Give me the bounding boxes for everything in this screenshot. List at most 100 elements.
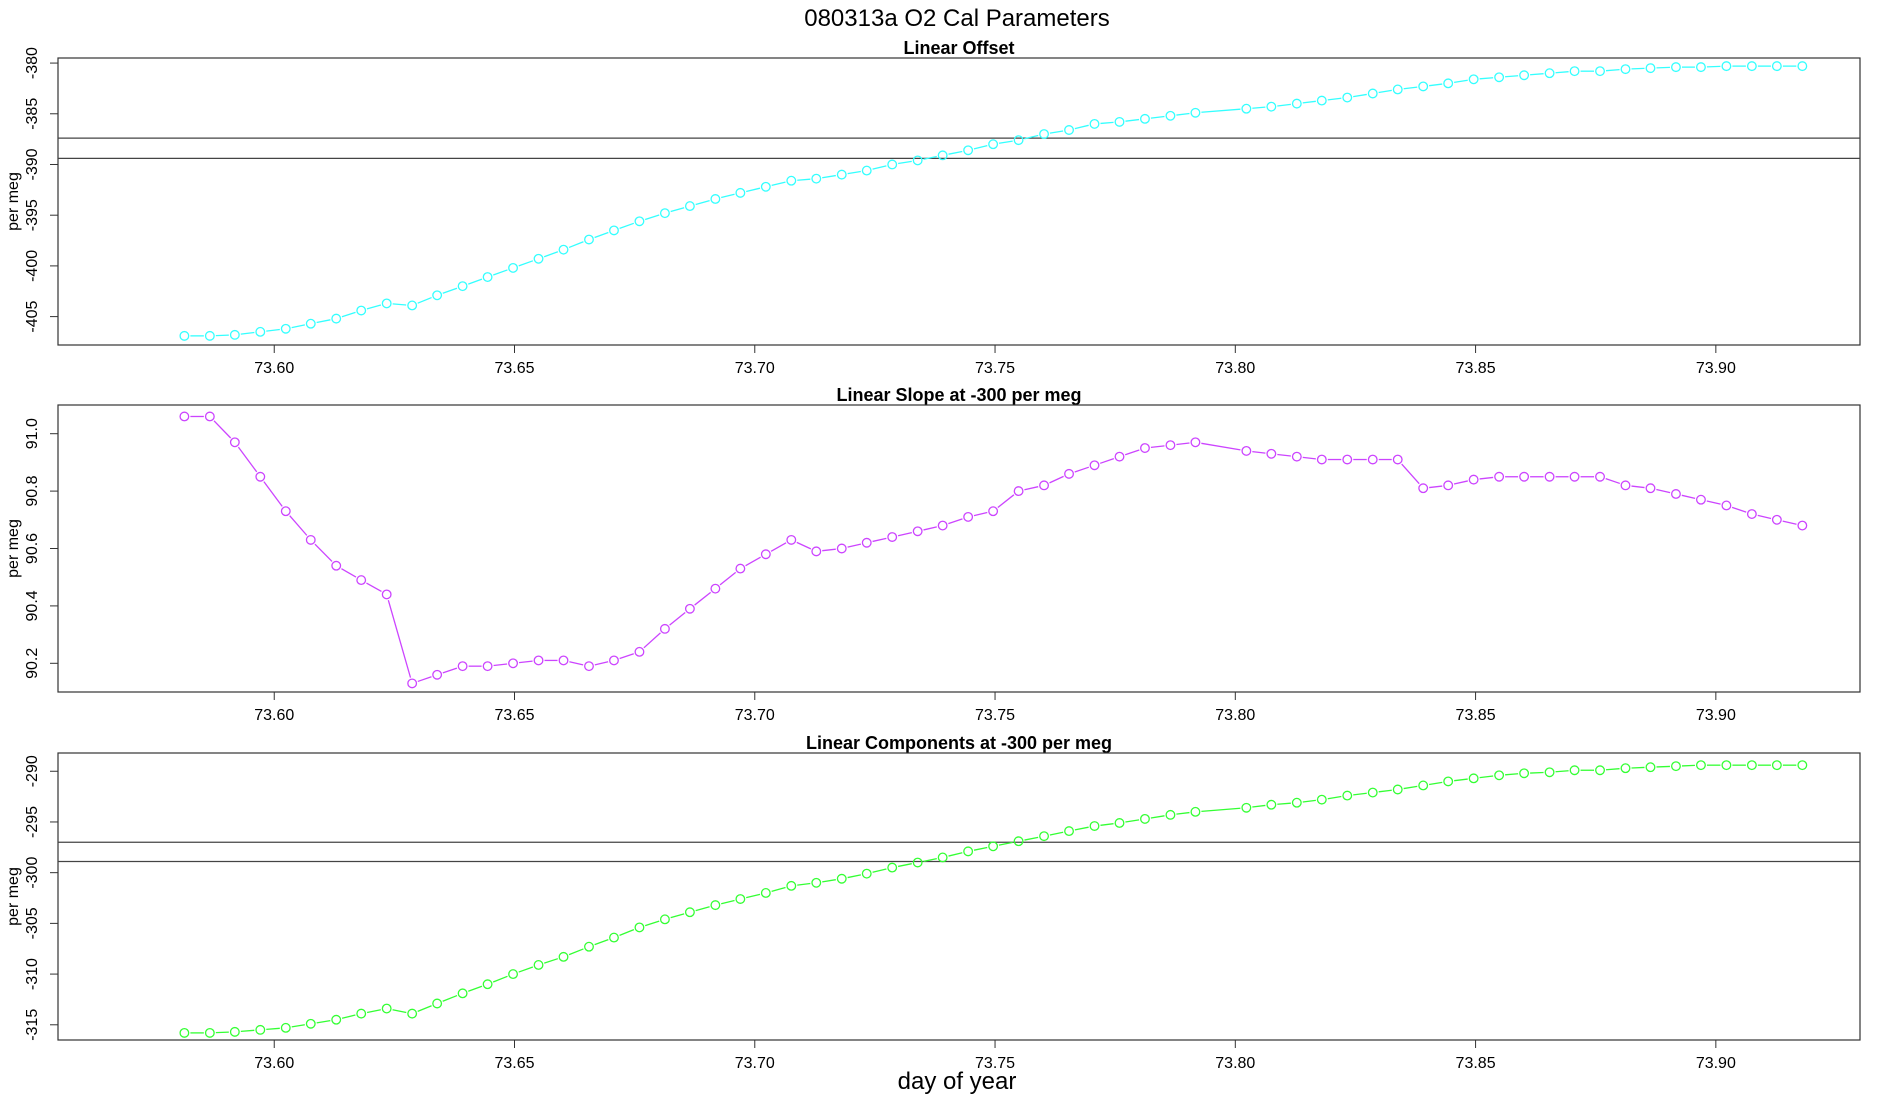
data-point	[659, 914, 670, 925]
data-point	[1114, 116, 1125, 127]
line-segment	[392, 303, 407, 306]
line-segment	[923, 858, 937, 862]
data-point	[710, 900, 721, 911]
line-segment	[719, 571, 737, 586]
data-point	[280, 1022, 291, 1033]
data-point	[482, 272, 493, 283]
data-point	[1241, 445, 1252, 456]
line-segment	[1252, 450, 1266, 454]
x-tick-label: 73.90	[1696, 707, 1736, 724]
data-point	[331, 1014, 342, 1025]
line-segment	[1074, 466, 1090, 473]
data-point	[1695, 760, 1706, 771]
line-segment	[923, 155, 937, 160]
data-point	[381, 1003, 392, 1014]
x-tick-label: 73.90	[1696, 1055, 1736, 1072]
data-point	[786, 175, 797, 186]
line-segment	[417, 1005, 432, 1012]
line-segment	[1681, 764, 1695, 767]
data-point	[659, 208, 670, 219]
line-segment	[746, 893, 761, 899]
data-point	[407, 300, 418, 311]
data-point	[1013, 486, 1024, 497]
data-point	[356, 1008, 367, 1019]
data-point	[1013, 836, 1024, 847]
data-point	[735, 187, 746, 198]
data-point	[1291, 797, 1302, 808]
line-segment	[1378, 89, 1392, 94]
line-segment	[1479, 775, 1494, 779]
line-segment	[643, 632, 661, 649]
data-point	[1392, 784, 1403, 795]
line-segment	[1656, 66, 1670, 69]
data-point	[1569, 765, 1580, 776]
data-point	[432, 290, 443, 301]
data-point	[1266, 448, 1277, 459]
y-tick-label: -380	[24, 47, 41, 79]
panel-title: Linear Slope at -300 per meg	[836, 385, 1081, 405]
line-segment	[1353, 792, 1367, 796]
data-point	[710, 194, 721, 204]
line-segment	[1530, 73, 1544, 76]
data-point	[1342, 92, 1353, 103]
data-point	[1443, 776, 1454, 787]
data-point	[1797, 760, 1808, 771]
line-segment	[1605, 768, 1620, 771]
line-segment	[1024, 134, 1039, 140]
x-tick-label: 73.65	[494, 1055, 534, 1072]
line-segment	[392, 1009, 407, 1014]
line-segment	[948, 852, 963, 857]
line-segment	[797, 178, 811, 181]
data-point	[811, 546, 822, 557]
line-segment	[568, 948, 584, 956]
line-segment	[1176, 112, 1190, 116]
line-segment	[822, 548, 836, 552]
line-segment	[518, 660, 533, 664]
line-segment	[619, 222, 635, 229]
x-tick-label: 73.75	[975, 1055, 1015, 1072]
line-segment	[1049, 475, 1064, 484]
line-segment	[569, 661, 584, 666]
data-point	[356, 575, 367, 586]
data-point	[381, 589, 392, 600]
line-segment	[770, 542, 787, 552]
line-segment	[1479, 476, 1494, 480]
data-point	[887, 532, 898, 542]
panel-title: Linear Offset	[903, 38, 1014, 58]
y-tick-label: -310	[24, 958, 41, 990]
line-segment	[1099, 458, 1115, 464]
y-tick-label: 90.2	[24, 648, 41, 679]
line-segment	[442, 667, 458, 674]
x-tick-label: 73.70	[735, 707, 775, 724]
line-segment	[1656, 765, 1670, 768]
line-segment	[492, 975, 508, 983]
line-segment	[973, 511, 988, 517]
x-tick-label: 73.70	[735, 360, 775, 377]
data-point	[1595, 765, 1605, 776]
line-segment	[644, 214, 660, 221]
line-segment	[897, 863, 912, 868]
line-segment	[1706, 65, 1721, 68]
series-line	[190, 65, 1797, 337]
data-point	[786, 534, 797, 545]
data-point	[1519, 70, 1530, 81]
line-segment	[215, 1031, 229, 1034]
line-segment	[543, 251, 559, 258]
data-point	[1013, 135, 1024, 146]
line-segment	[872, 868, 887, 873]
line-segment	[847, 170, 861, 175]
data-point	[533, 655, 544, 666]
line-segment	[948, 150, 963, 155]
panel-title: Linear Components at -300 per meg	[806, 733, 1112, 753]
line-segment	[568, 241, 584, 249]
line-segment	[695, 906, 710, 912]
line-segment	[1731, 506, 1747, 513]
data-point	[331, 313, 342, 324]
data-point	[1468, 773, 1479, 784]
data-point	[1064, 826, 1074, 837]
line-segment	[771, 181, 786, 187]
data-point	[887, 159, 898, 170]
line-segment	[1706, 500, 1721, 505]
data-point	[1443, 480, 1454, 491]
data-point	[1695, 494, 1706, 505]
